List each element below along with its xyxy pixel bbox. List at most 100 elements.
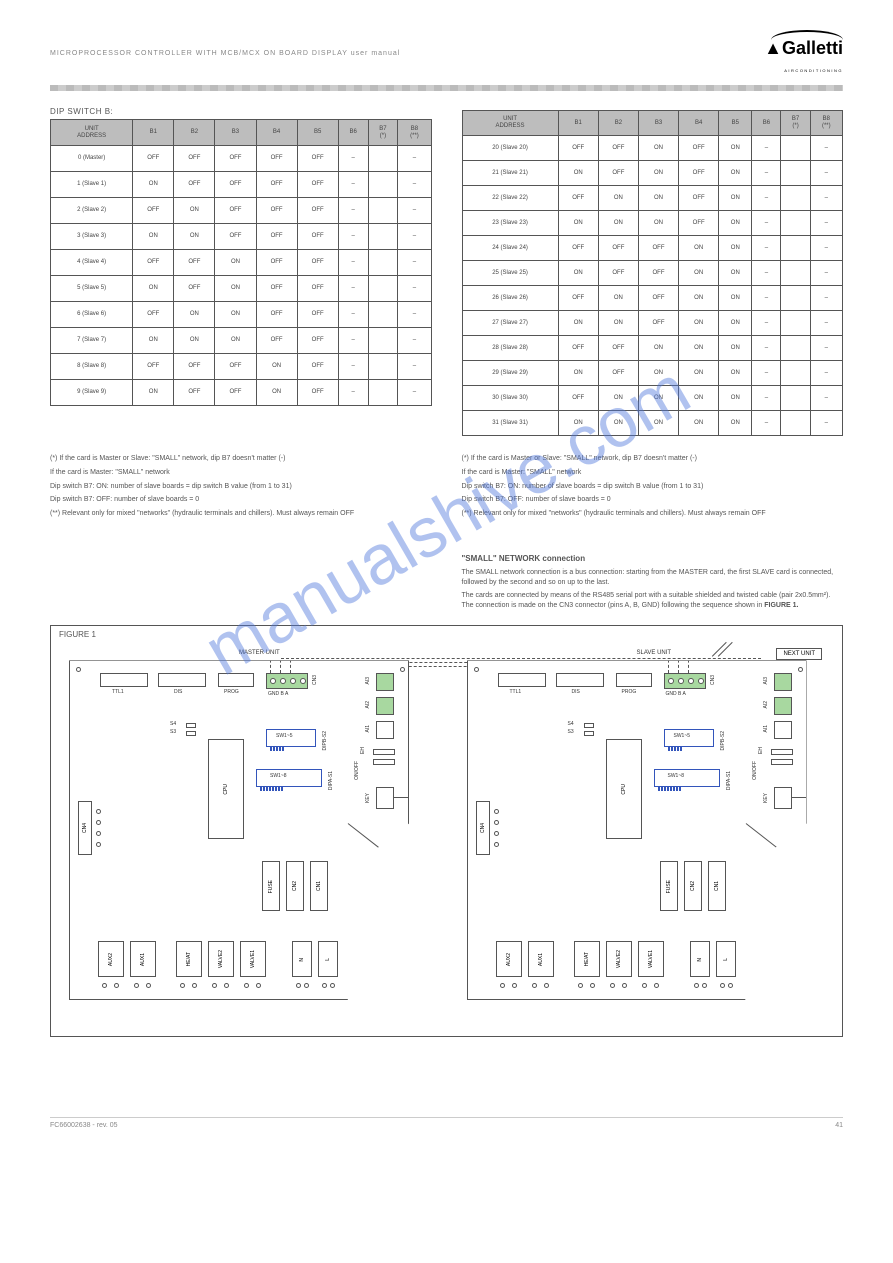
screw-hole [610,983,615,988]
table-header: B7(*) [368,120,398,146]
board-label: S4 [568,721,574,727]
table-cell: ON [598,211,638,236]
screw-hole [244,983,249,988]
table-row: 0 (Master)OFFOFFOFFOFFOFF–– [51,146,432,172]
board-component: CN1 [708,861,726,911]
table-cell [781,261,810,286]
table-cell: 20 (Slave 20) [462,136,558,161]
table-cell: OFF [215,354,256,380]
table-cell: – [752,311,781,336]
page-footer: FC66002638 - rev. 05 41 [50,1117,843,1129]
footnotes-right: (*) If the card is Master or Slave: "SMA… [462,454,844,523]
table-cell [368,172,398,198]
table-cell: OFF [133,302,174,328]
board-component [771,749,793,755]
table-cell [368,146,398,172]
board-component: CN4 [476,801,490,855]
table-row: 8 (Slave 8)OFFOFFOFFONOFF–– [51,354,432,380]
table-cell: ON [679,361,719,386]
board-component: N [292,941,312,977]
table-cell: – [752,336,781,361]
table-cell: – [810,361,842,386]
table-cell: OFF [215,172,256,198]
table-cell: OFF [598,136,638,161]
table-cell: ON [638,186,678,211]
table-cell: ON [133,224,174,250]
board-label: GND B A [666,691,686,697]
table-cell: OFF [297,198,338,224]
header-text: MICROPROCESSOR CONTROLLER WITH MCB/MCX O… [50,50,400,57]
table-header: B1 [558,111,598,136]
table-cell: – [752,386,781,411]
screw-hole [544,983,549,988]
table-header: B3 [215,120,256,146]
table-cell: 2 (Slave 2) [51,198,133,224]
screw-hole [256,983,261,988]
screw-hole [798,667,803,672]
board-component: CN2 [286,861,304,911]
table-cell: ON [638,386,678,411]
table-cell: ON [215,250,256,276]
table-cell: OFF [297,250,338,276]
table-cell: – [810,186,842,211]
board-component [376,673,394,691]
table-cell: OFF [638,236,678,261]
table-cell: OFF [174,250,215,276]
next-unit-label: NEXT UNIT [776,648,822,660]
table-cell: ON [679,336,719,361]
table-cell: 9 (Slave 9) [51,380,133,406]
table-cell: OFF [256,328,297,354]
table-cell: ON [558,211,598,236]
table-row: 9 (Slave 9)ONOFFOFFONOFF–– [51,380,432,406]
screw-hole [322,983,327,988]
board-component [373,749,395,755]
table-cell: 21 (Slave 21) [462,161,558,186]
table-cell: 23 (Slave 23) [462,211,558,236]
board-label: CN3 [312,675,318,687]
table-cell: – [398,146,431,172]
table-cell: OFF [297,380,338,406]
table-cell: ON [638,211,678,236]
table-cell [781,136,810,161]
footnote-line: Dip switch B7: OFF: number of slave boar… [50,495,432,505]
footnote-line: If the card is Master: "SMALL" network [462,468,844,478]
table-cell: ON [719,286,752,311]
table-cell: 30 (Slave 30) [462,386,558,411]
table-header: B1 [133,120,174,146]
board-label: PROG [224,689,239,695]
table-cell: ON [679,411,719,436]
board-component: VALVE1 [240,941,266,977]
screw-hole [590,983,595,988]
footnote-line: (**) Relevant only for mixed "networks" … [50,509,432,519]
table-cell: – [752,136,781,161]
table-row: 24 (Slave 24)OFFOFFOFFONON–– [462,236,843,261]
table-cell: ON [558,261,598,286]
table-cell: – [338,146,368,172]
board-component [186,731,196,736]
table-cell: OFF [133,146,174,172]
screw-hole [134,983,139,988]
table-cell: ON [719,411,752,436]
table-cell: ON [215,302,256,328]
board-label: AI1 [763,725,769,735]
board-component [376,721,394,739]
table-cell: – [810,336,842,361]
board-component [616,673,652,687]
table-cell: – [338,276,368,302]
screw-hole [494,842,499,847]
screw-hole [622,983,627,988]
footnotes-left: (*) If the card is Master or Slave: "SMA… [50,454,432,523]
table-cell: ON [638,411,678,436]
board-label: SW1~5 [674,733,691,739]
table-cell: 25 (Slave 25) [462,261,558,286]
table-cell: ON [719,336,752,361]
board-label: SW1~8 [668,773,685,779]
table-cell [781,386,810,411]
table-cell: ON [679,236,719,261]
table-cell: ON [133,172,174,198]
screw-hole [694,983,699,988]
table-cell: – [338,354,368,380]
board-component [774,697,792,715]
table-cell: ON [174,302,215,328]
table-cell: OFF [638,311,678,336]
